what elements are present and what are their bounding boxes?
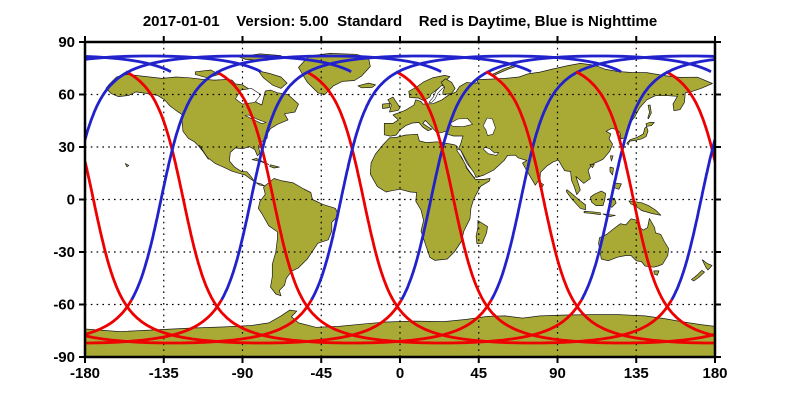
x-tick-label: 135 — [624, 365, 649, 382]
water-caspian-sea — [482, 117, 496, 136]
x-tick-label: 180 — [702, 365, 727, 382]
y-tick-label: -60 — [53, 297, 75, 314]
y-tick-label: -30 — [53, 244, 75, 261]
land-nz-north — [701, 259, 713, 271]
nighttime-track-segment — [400, 54, 712, 301]
nighttime-track-segment — [220, 54, 532, 301]
land-hainan — [589, 164, 595, 169]
x-tick-label: 0 — [396, 365, 404, 382]
water-hudson-bay — [235, 88, 262, 105]
water-red-sea — [456, 148, 477, 178]
y-tick-label: -90 — [53, 349, 75, 366]
land-iceland — [357, 82, 376, 89]
daytime-track-segment — [85, 160, 403, 345]
x-tick-label: -180 — [70, 365, 100, 382]
daytime-track-segment — [395, 70, 715, 345]
land-eurasia — [383, 63, 713, 195]
land-sakhalin — [647, 104, 652, 120]
plot-title: 2017-01-01 Version: 5.00 Standard Red is… — [142, 13, 658, 30]
land-tasmania — [653, 270, 660, 276]
land-hawaii — [124, 163, 130, 168]
daytime-track-segment — [85, 299, 313, 345]
land-ireland — [382, 102, 390, 109]
land-nz-south — [691, 270, 705, 282]
daytime-track-segment — [485, 70, 715, 345]
y-tick-label: 60 — [58, 87, 75, 104]
land-honshu — [626, 126, 649, 146]
daytime-track-segment — [125, 70, 493, 345]
nighttime-track-segment — [580, 57, 715, 301]
nighttime-track-segment — [310, 54, 622, 301]
x-tick-label: -45 — [310, 365, 332, 382]
land-sumatra — [565, 189, 586, 211]
land-hispaniola — [269, 164, 280, 169]
land-britain — [387, 96, 401, 113]
y-tick-label: 90 — [58, 34, 75, 51]
land-north-america — [105, 74, 299, 187]
nighttime-track-segment — [670, 137, 715, 301]
water-black-sea — [449, 118, 473, 127]
ground-tracks — [85, 54, 715, 345]
land-australia — [598, 218, 669, 268]
plot-frame: -180 -135 -90 -45 0 45 90 135 180 90 60 30 0 -30 -60 -9… — [53, 34, 727, 382]
land-borneo — [590, 190, 606, 206]
y-tick-label: 30 — [58, 139, 75, 156]
daytime-track-segment — [85, 299, 223, 345]
graticule — [85, 42, 715, 357]
land-madagascar — [475, 220, 488, 245]
daytime-track-segment — [575, 70, 715, 338]
land-greenland — [298, 53, 371, 95]
x-tick-label: -90 — [232, 365, 254, 382]
frame-border — [83, 40, 717, 359]
land-baffin-island — [257, 70, 288, 89]
x-tick-label: -135 — [149, 365, 179, 382]
nighttime-track-segment — [85, 54, 262, 73]
land-baja — [198, 144, 209, 160]
land-hokkaido — [645, 121, 655, 127]
water-persian-gulf — [483, 147, 499, 156]
daytime-track-segment — [305, 70, 673, 345]
daytime-track-segment — [215, 70, 583, 345]
nighttime-track-segment — [130, 54, 442, 301]
land-java — [583, 211, 601, 215]
nighttime-track-segment — [490, 54, 715, 301]
land-south-america — [257, 178, 340, 297]
x-tick-label: 90 — [549, 365, 566, 382]
land-finland — [440, 78, 456, 95]
x-tick-label: 45 — [470, 365, 487, 382]
land-taiwan — [610, 155, 614, 162]
daytime-track-segment — [85, 299, 133, 336]
land-luzon — [609, 166, 614, 176]
y-tick-label: 0 — [67, 192, 75, 209]
